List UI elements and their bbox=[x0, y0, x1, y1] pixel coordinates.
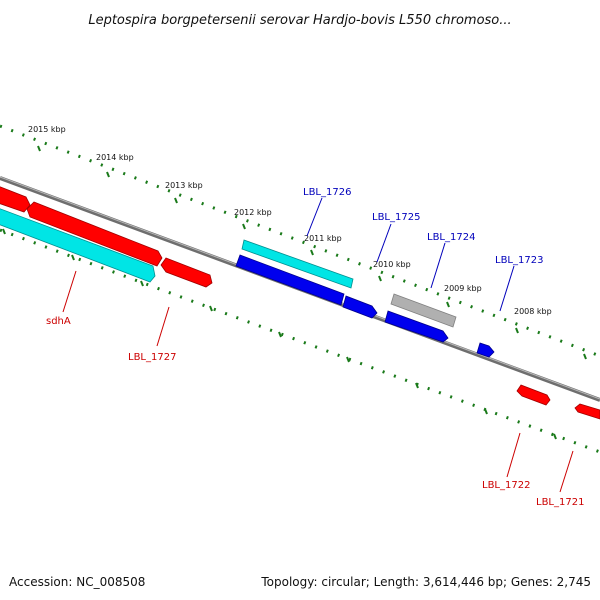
gene-label-LBL_1725[interactable]: LBL_1725 bbox=[372, 212, 420, 223]
gene-arrow-blue[interactable] bbox=[342, 295, 378, 319]
gene-label-LBL_1722[interactable]: LBL_1722 bbox=[482, 480, 530, 491]
label-leaders bbox=[62, 197, 574, 493]
gene-arrow-cyan[interactable] bbox=[0, 208, 156, 283]
leader-sdhA bbox=[62, 270, 77, 313]
kbp-tick bbox=[71, 254, 75, 261]
gene-label-LBL_1723[interactable]: LBL_1723 bbox=[495, 255, 543, 266]
kbp-tick bbox=[174, 197, 178, 204]
kbp-tick bbox=[2, 228, 6, 235]
map-title: Leptospira borgpetersenii serovar Hardjo… bbox=[88, 13, 511, 28]
kbp-tick bbox=[446, 301, 450, 308]
outer-scale-dots bbox=[0, 124, 600, 358]
gene-labels: sdhA LBL_1727 LBL_1726 LBL_1725 LBL_1724… bbox=[46, 187, 584, 508]
gene-arrow-blue[interactable] bbox=[384, 310, 449, 343]
kbp-tick bbox=[310, 249, 314, 256]
scale-label-2014: 2014 kbp bbox=[96, 153, 134, 162]
gene-label-LBL_1724[interactable]: LBL_1724 bbox=[427, 232, 475, 243]
gene-label-LBL_1727[interactable]: LBL_1727 bbox=[128, 352, 176, 363]
gene-features bbox=[0, 186, 600, 420]
scale-label-2010: 2010 kbp bbox=[373, 260, 411, 269]
gene-label-sdhA[interactable]: sdhA bbox=[46, 316, 71, 327]
gene-arrow-red[interactable] bbox=[0, 186, 31, 213]
scale-label-2008: 2008 kbp bbox=[514, 307, 552, 316]
kbp-tick bbox=[106, 171, 110, 178]
leader-LBL_1725 bbox=[376, 223, 392, 263]
scale-labels: 2015 kbp 2014 kbp 2013 kbp 2012 kbp 2011… bbox=[28, 125, 552, 316]
gene-label-LBL_1726[interactable]: LBL_1726 bbox=[303, 187, 351, 198]
leader-LBL_1722 bbox=[506, 432, 521, 478]
genome-summary-text: Topology: circular; Length: 3,614,446 bp… bbox=[260, 575, 591, 589]
kbp-tick bbox=[37, 145, 41, 152]
gene-arrow-blue[interactable] bbox=[235, 254, 345, 306]
gene-arrow-cyan[interactable] bbox=[241, 239, 354, 289]
leader-LBL_1726 bbox=[306, 197, 323, 237]
outer-scale bbox=[0, 124, 600, 360]
gene-arrow-red[interactable] bbox=[26, 201, 163, 267]
gene-arrow-red[interactable] bbox=[516, 384, 551, 406]
kbp-tick bbox=[553, 433, 557, 440]
kbp-tick bbox=[140, 280, 144, 287]
gene-arrow-gray[interactable] bbox=[390, 293, 457, 328]
leader-LBL_1727 bbox=[156, 306, 170, 347]
kbp-tick bbox=[484, 408, 488, 415]
gene-arrow-red[interactable] bbox=[160, 257, 213, 288]
kbp-tick bbox=[378, 275, 382, 282]
kbp-tick bbox=[346, 356, 350, 363]
kbp-tick bbox=[278, 331, 282, 338]
kbp-tick bbox=[242, 223, 246, 230]
leader-LBL_1721 bbox=[559, 450, 574, 493]
kbp-tick bbox=[415, 382, 419, 389]
accession-text: Accession: NC_008508 bbox=[9, 575, 145, 589]
gene-arrow-red[interactable] bbox=[574, 403, 600, 420]
scale-label-2013: 2013 kbp bbox=[165, 181, 203, 190]
leader-LBL_1724 bbox=[430, 242, 446, 289]
scale-label-2015: 2015 kbp bbox=[28, 125, 66, 134]
kbp-tick bbox=[583, 353, 587, 360]
scale-label-2009: 2009 kbp bbox=[444, 284, 482, 293]
kbp-tick bbox=[209, 305, 213, 312]
kbp-tick bbox=[515, 327, 519, 334]
scale-label-2011: 2011 kbp bbox=[304, 234, 342, 243]
gene-arrow-blue[interactable] bbox=[476, 342, 495, 358]
leader-LBL_1723 bbox=[499, 265, 515, 312]
gene-label-LBL_1721[interactable]: LBL_1721 bbox=[536, 497, 584, 508]
inner-scale bbox=[0, 228, 600, 454]
scale-label-2012: 2012 kbp bbox=[234, 208, 272, 217]
